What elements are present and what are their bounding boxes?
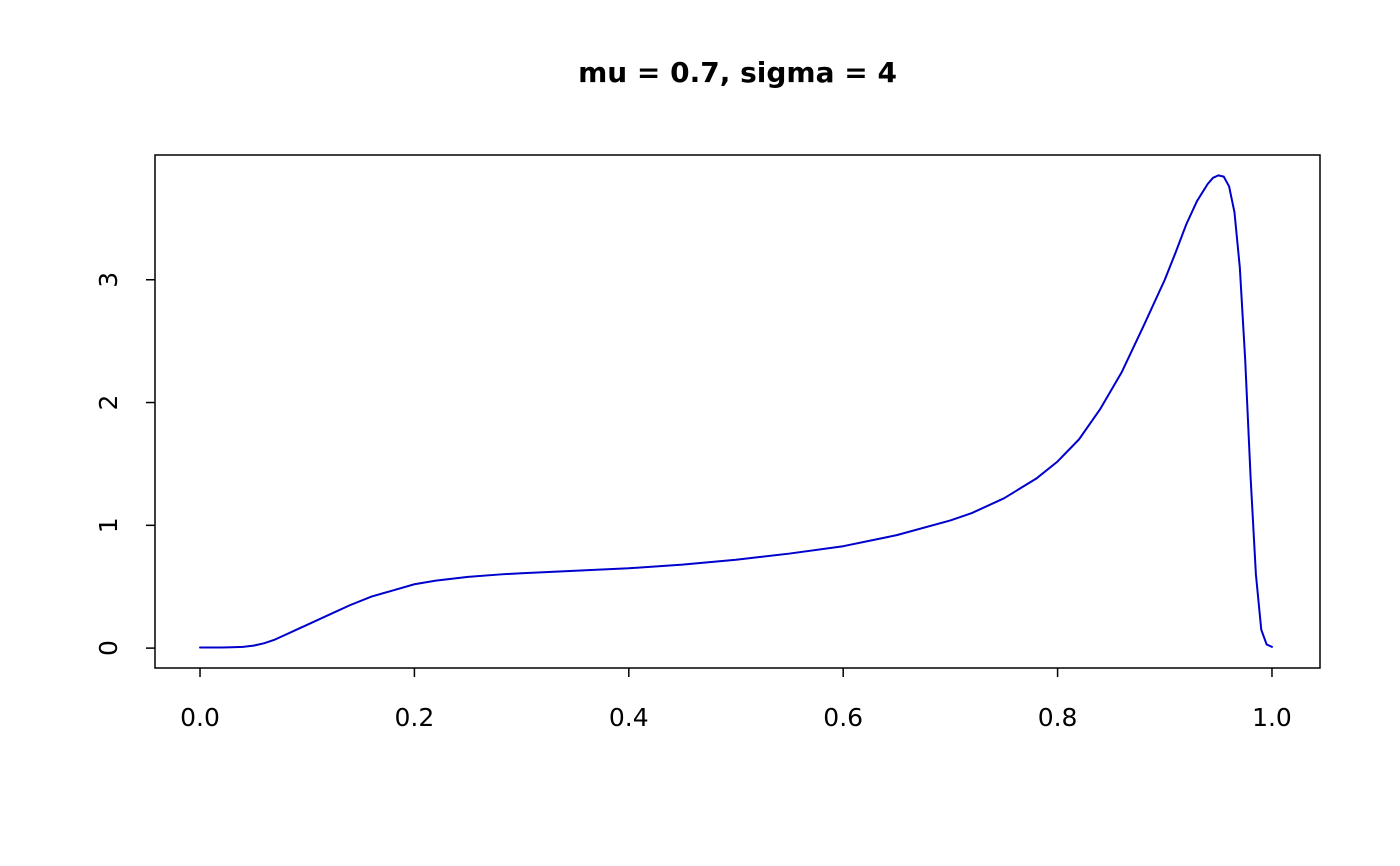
x-tick-label: 0.8 — [1038, 703, 1078, 732]
density-curve-line — [199, 174, 1273, 649]
x-tick-label: 0.4 — [609, 703, 649, 732]
x-axis-ticks — [199, 668, 1273, 677]
x-tick-label: 0.6 — [823, 703, 863, 732]
x-tick-label: 0.2 — [395, 703, 435, 732]
y-axis-labels: 0 1 2 3 — [94, 272, 123, 656]
chart-title: mu = 0.7, sigma = 4 — [578, 56, 897, 89]
y-tick-label: 3 — [94, 272, 123, 288]
x-axis-labels: 0.0 0.2 0.4 0.6 0.8 1.0 — [180, 703, 1292, 732]
y-tick-label: 2 — [94, 395, 123, 411]
x-tick-label: 1.0 — [1252, 703, 1292, 732]
plot-box — [154, 154, 1321, 669]
y-tick-label: 1 — [94, 517, 123, 533]
x-tick-label: 0.0 — [180, 703, 220, 732]
y-tick-label: 0 — [94, 640, 123, 656]
y-axis-ticks — [146, 279, 155, 649]
